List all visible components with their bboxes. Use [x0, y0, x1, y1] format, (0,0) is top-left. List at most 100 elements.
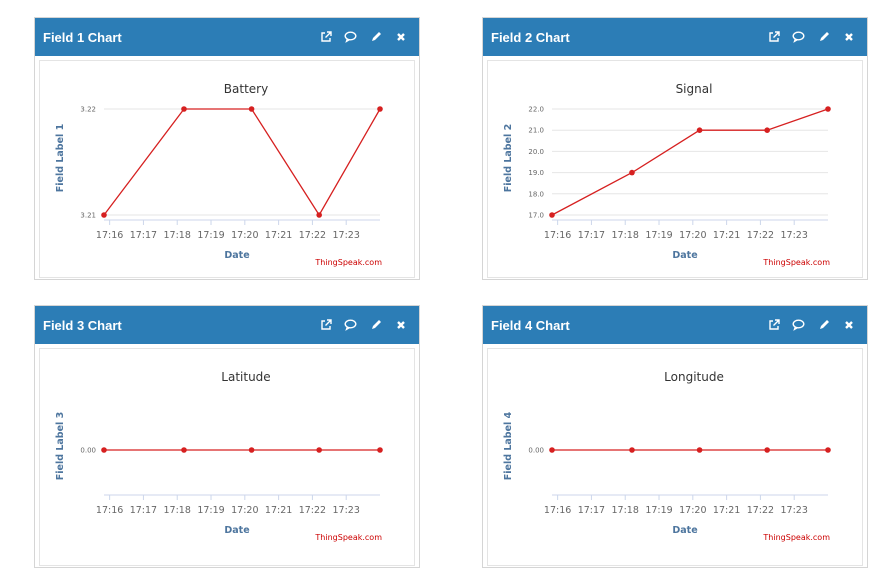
- x-tick-label: 17:17: [130, 230, 157, 241]
- pencil-icon[interactable]: [817, 319, 830, 332]
- x-axis-label: Date: [672, 525, 697, 536]
- y-tick-label: 20.0: [528, 148, 544, 156]
- comment-icon[interactable]: [344, 319, 357, 332]
- x-tick-label: 17:19: [197, 230, 224, 241]
- y-tick-label: 3.22: [80, 106, 96, 114]
- y-tick-label: 19.0: [528, 169, 544, 177]
- close-icon[interactable]: [842, 319, 855, 332]
- x-tick-label: 17:20: [679, 505, 706, 516]
- pencil-icon[interactable]: [369, 319, 382, 332]
- data-point: [629, 169, 635, 176]
- close-icon[interactable]: [394, 31, 407, 44]
- x-tick-label: 17:16: [544, 230, 571, 241]
- x-tick-label: 17:16: [96, 230, 123, 241]
- x-tick-label: 17:17: [578, 230, 605, 241]
- panel-header: Field 2 Chart: [483, 18, 867, 56]
- series-line: [103, 108, 381, 217]
- data-point: [248, 447, 255, 453]
- pencil-icon[interactable]: [817, 31, 830, 44]
- x-tick-label: 17:21: [713, 505, 740, 516]
- x-tick-label: 17:22: [299, 230, 326, 241]
- chart-area: Battery 3.21 3.22 17:16 17:17 17:18 17:19 17:20…: [39, 60, 415, 278]
- x-tick-label: 17:18: [612, 505, 639, 516]
- field-2-chart-panel: Field 2 Chart Signal 17.0 18.0 19.0 20.0 21.0…: [482, 17, 868, 280]
- data-point: [101, 212, 107, 218]
- chart-title: Longitude: [664, 370, 724, 384]
- series-line: [551, 108, 829, 216]
- chart-title: Signal: [676, 82, 713, 96]
- data-point: [696, 127, 703, 133]
- data-point: [248, 106, 255, 112]
- comment-icon[interactable]: [792, 319, 805, 332]
- chart-area: Signal 17.0 18.0 19.0 20.0 21.0 22.0 17:16 17:17…: [487, 60, 863, 278]
- panel-header: Field 4 Chart: [483, 306, 867, 344]
- close-icon[interactable]: [394, 319, 407, 332]
- x-tick-label: 17:19: [645, 505, 672, 516]
- panel-title: Field 4 Chart: [491, 317, 570, 333]
- data-point: [549, 447, 555, 453]
- x-tick-label: 17:23: [333, 505, 360, 516]
- y-axis-label: Field Label 3: [55, 412, 66, 480]
- comment-icon[interactable]: [792, 31, 805, 44]
- data-point: [549, 212, 555, 218]
- x-axis-label: Date: [224, 525, 249, 536]
- field-4-chart-panel: Field 4 Chart Longitude 0.00 17:16 17:17 17:…: [482, 305, 868, 568]
- thingspeak-credit: ThingSpeak.com: [314, 533, 382, 542]
- y-axis-label: Field Label 4: [503, 411, 514, 480]
- y-tick-label: 3.21: [80, 212, 96, 220]
- x-axis-label: Date: [224, 250, 249, 261]
- y-tick-label: 21.0: [528, 127, 544, 135]
- x-axis-label: Date: [672, 250, 697, 261]
- x-tick-label: 17:22: [747, 505, 774, 516]
- x-tick-label: 17:20: [231, 230, 258, 241]
- x-tick-label: 17:19: [645, 230, 672, 241]
- y-axis-label: Field Label 2: [503, 124, 514, 192]
- x-tick-label: 17:21: [713, 230, 740, 241]
- line-chart: Latitude 0.00 17:16 17:17 17:18 17:19 17:20 17:…: [55, 370, 383, 542]
- y-tick-label: 0.00: [528, 447, 544, 455]
- close-icon[interactable]: [842, 31, 855, 44]
- line-chart: Battery 3.21 3.22 17:16 17:17 17:18 17:19 17:20…: [55, 82, 383, 267]
- x-tick-label: 17:18: [164, 505, 191, 516]
- data-point: [316, 212, 322, 218]
- data-point: [377, 106, 383, 112]
- x-tick-label: 17:23: [781, 230, 808, 241]
- chart-area: Latitude 0.00 17:16 17:17 17:18 17:19 17:20 17:…: [39, 348, 415, 566]
- pencil-icon[interactable]: [369, 31, 382, 44]
- x-tick-label: 17:19: [197, 505, 224, 516]
- line-chart: Longitude 0.00 17:16 17:17 17:18 17:19 17:20 17…: [503, 370, 831, 542]
- data-point: [316, 447, 322, 453]
- data-point: [764, 447, 770, 453]
- external-link-icon[interactable]: [767, 319, 780, 332]
- y-tick-label: 18.0: [528, 190, 544, 198]
- data-point: [696, 447, 703, 453]
- x-tick-label: 17:18: [164, 230, 191, 241]
- x-tick-label: 17:18: [612, 230, 639, 241]
- thingspeak-credit: ThingSpeak.com: [314, 258, 382, 267]
- chart-area: Longitude 0.00 17:16 17:17 17:18 17:19 17:20 17…: [487, 348, 863, 566]
- x-tick-label: 17:16: [96, 505, 123, 516]
- chart-title: Battery: [224, 82, 268, 96]
- external-link-icon[interactable]: [767, 31, 780, 44]
- x-tick-label: 17:23: [333, 230, 360, 241]
- x-tick-label: 17:17: [578, 505, 605, 516]
- x-tick-label: 17:21: [265, 230, 292, 241]
- external-link-icon[interactable]: [319, 31, 332, 44]
- thingspeak-credit: ThingSpeak.com: [762, 258, 830, 267]
- x-tick-label: 17:16: [544, 505, 571, 516]
- panel-title: Field 2 Chart: [491, 29, 570, 45]
- y-tick-label: 17.0: [528, 212, 544, 220]
- x-tick-label: 17:22: [299, 505, 326, 516]
- thingspeak-credit: ThingSpeak.com: [762, 533, 830, 542]
- panel-header: Field 1 Chart: [35, 18, 419, 56]
- y-tick-label: 0.00: [80, 447, 96, 455]
- y-axis-label: Field Label 1: [55, 124, 66, 192]
- panel-title: Field 3 Chart: [43, 317, 122, 333]
- external-link-icon[interactable]: [319, 319, 332, 332]
- comment-icon[interactable]: [344, 31, 357, 44]
- data-point: [825, 106, 831, 112]
- chart-title: Latitude: [221, 370, 270, 384]
- field-1-chart-panel: Field 1 Chart Battery 3.21 3.22 17:16 17:17 1…: [34, 17, 420, 280]
- x-tick-label: 17:23: [781, 505, 808, 516]
- x-tick-label: 17:20: [679, 230, 706, 241]
